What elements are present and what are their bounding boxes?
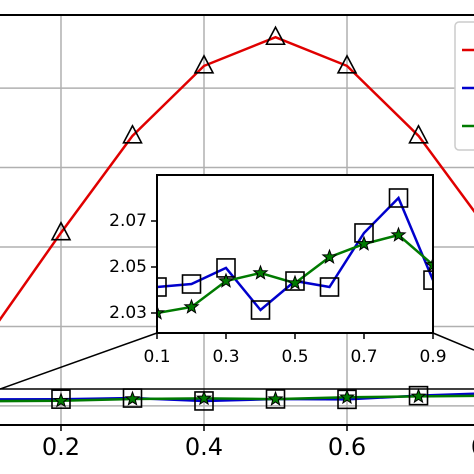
legend bbox=[454, 21, 474, 151]
y-tick-label: 2.03 bbox=[109, 303, 147, 323]
marker bbox=[157, 277, 167, 297]
marker bbox=[122, 124, 143, 144]
marker bbox=[250, 300, 271, 320]
marker bbox=[408, 124, 429, 144]
marker bbox=[124, 390, 141, 406]
marker bbox=[423, 270, 433, 290]
marker bbox=[390, 226, 407, 242]
marker bbox=[321, 248, 338, 264]
x-tick-label: 0.1 bbox=[143, 347, 170, 367]
marker bbox=[52, 392, 70, 408]
marker bbox=[181, 274, 202, 294]
marker bbox=[252, 264, 269, 280]
marker bbox=[408, 385, 429, 406]
marker bbox=[51, 389, 71, 409]
inset-frame bbox=[156, 174, 434, 334]
marker bbox=[286, 274, 304, 290]
marker bbox=[339, 388, 356, 405]
zoom-indicator bbox=[0, 332, 474, 390]
marker bbox=[267, 390, 284, 406]
x-tick-label: 0.8 bbox=[471, 433, 474, 461]
x-tick-label: 0.2 bbox=[42, 433, 80, 461]
inset-plot: 0.1 0.3 0.5 0.7 0.9 2.03 2.05 2.07 bbox=[109, 174, 447, 367]
y-tick-label: 2.07 bbox=[109, 211, 147, 231]
x-tick-label: 0.3 bbox=[212, 347, 239, 367]
marker bbox=[50, 221, 72, 241]
marker bbox=[355, 235, 373, 251]
series-line bbox=[0, 35, 474, 322]
marker bbox=[336, 54, 358, 74]
marker bbox=[217, 272, 235, 288]
marker bbox=[195, 389, 213, 406]
x-tick-label: 0.9 bbox=[419, 347, 446, 367]
marker bbox=[424, 256, 433, 272]
marker bbox=[319, 277, 340, 297]
x-tick-label: 0.5 bbox=[281, 347, 308, 367]
x-tick-label: 0.4 bbox=[185, 433, 223, 461]
inset-data bbox=[157, 188, 433, 320]
marker bbox=[410, 387, 427, 404]
marker bbox=[265, 25, 286, 46]
marker bbox=[193, 54, 215, 74]
y-tick-label: 2.05 bbox=[109, 257, 147, 277]
marker bbox=[265, 389, 286, 409]
x-tick-label: 0.6 bbox=[328, 433, 366, 461]
marker bbox=[157, 304, 166, 320]
marker bbox=[183, 298, 200, 314]
marker bbox=[285, 271, 305, 291]
marker bbox=[388, 188, 409, 208]
x-tick-label: 0.7 bbox=[350, 347, 377, 367]
inset-background bbox=[157, 175, 433, 333]
